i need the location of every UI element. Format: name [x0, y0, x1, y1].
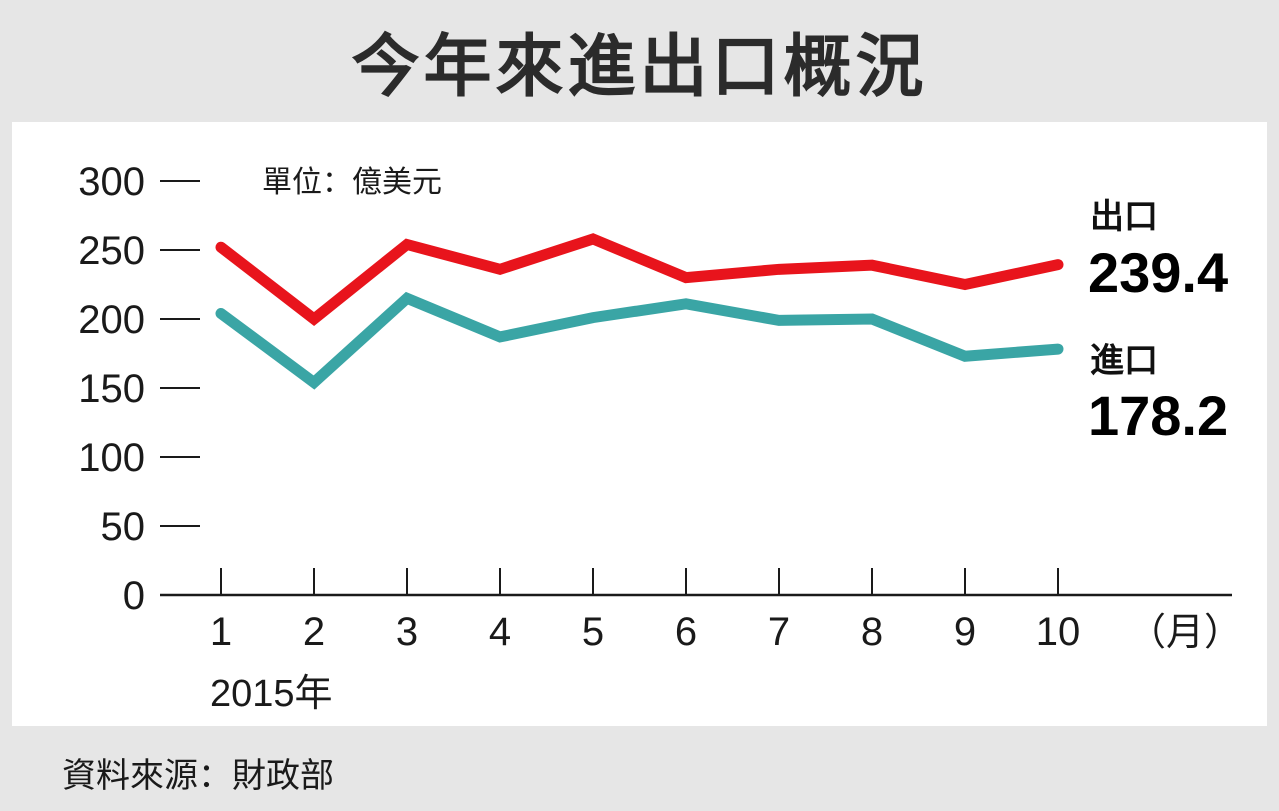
footer: 資料來源：財政部 [0, 726, 1279, 811]
y-tick-label: 250 [78, 229, 145, 273]
y-tick-label: 300 [78, 160, 145, 204]
y-tick-label: 0 [123, 574, 145, 618]
x-unit-label: （月） [1128, 612, 1242, 654]
series-line-0 [215, 233, 1064, 326]
x-tick-label: 1 [210, 610, 232, 654]
series-name-label: 進口 [1090, 342, 1158, 380]
series-end-value: 178.2 [1088, 384, 1228, 447]
header: 今年來進出口概況 [0, 0, 1279, 120]
x-tick-label: 3 [396, 610, 418, 654]
chart-panel: 300 250 200 150 100 50 0 1 2 3 4 5 6 7 8 9 10 出口 239.4 進口… [12, 122, 1267, 726]
series-lines [215, 233, 1064, 390]
source-note: 資料來源：財政部 [62, 756, 334, 796]
y-tick-label: 50 [101, 505, 146, 549]
x-tick-label: 8 [861, 610, 883, 654]
series-name-label: 出口 [1090, 198, 1158, 236]
series-labels: 出口 239.4 進口 178.2 [1088, 198, 1228, 447]
y-tick-label: 150 [78, 367, 145, 411]
y-tick-label: 100 [78, 436, 145, 480]
x-tick-label: 9 [954, 610, 976, 654]
series-line-1 [215, 291, 1064, 390]
y-tick-label: 200 [78, 298, 145, 342]
x-tick-label: 4 [489, 610, 511, 654]
year-label: 2015年 [210, 673, 333, 715]
x-tick-label: 7 [768, 610, 790, 654]
series-end-value: 239.4 [1088, 241, 1228, 304]
y-axis: 300 250 200 150 100 50 0 [78, 160, 200, 618]
line-chart: 300 250 200 150 100 50 0 1 2 3 4 5 6 7 8 9 10 出口 239.4 進口… [78, 160, 1242, 715]
x-tick-label: 10 [1036, 610, 1081, 654]
x-axis: 1 2 3 4 5 6 7 8 9 10 [160, 568, 1232, 654]
unit-label: 單位：億美元 [262, 166, 442, 199]
x-tick-label: 5 [582, 610, 604, 654]
x-tick-label: 2 [303, 610, 325, 654]
chart-title: 今年來進出口概況 [351, 27, 928, 107]
x-tick-label: 6 [675, 610, 697, 654]
